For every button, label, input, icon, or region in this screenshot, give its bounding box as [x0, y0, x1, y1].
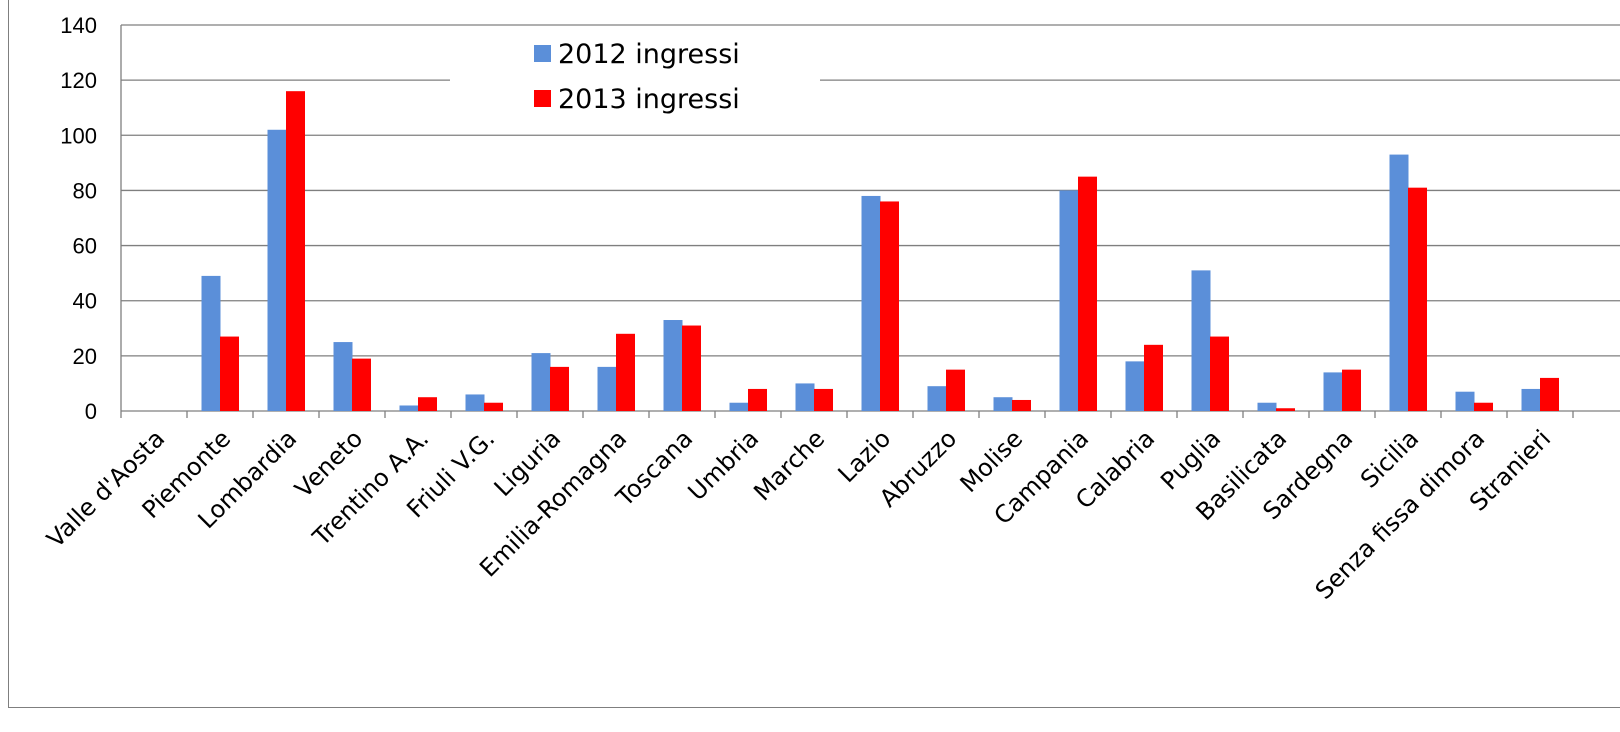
bar-2012 — [993, 397, 1013, 411]
bar-2013 — [418, 397, 437, 411]
y-tick-label: 80 — [73, 178, 97, 203]
x-category-label: Trentino A.A. — [307, 424, 435, 552]
legend-swatch — [534, 45, 551, 62]
bar-2012 — [267, 129, 287, 411]
bar-2013 — [550, 366, 569, 411]
bar-2013 — [1078, 176, 1097, 411]
bar-2013 — [484, 402, 503, 411]
bar-2012 — [729, 402, 749, 411]
bar-2013 — [616, 333, 635, 411]
bar-2013 — [682, 325, 701, 411]
y-tick-label: 140 — [60, 13, 97, 38]
bar-2012 — [861, 195, 881, 411]
bar-2012 — [1257, 402, 1277, 411]
y-tick-label: 40 — [73, 289, 97, 314]
legend: 2012 ingressi 2013 ingressi — [534, 39, 740, 115]
bar-2012 — [597, 366, 617, 411]
bar-2012 — [465, 394, 485, 411]
bar-2013 — [814, 388, 833, 411]
bar-2012 — [927, 386, 947, 411]
x-category-label: Marche — [748, 424, 830, 506]
bar-2013 — [1276, 408, 1295, 411]
legend-label: 2013 ingressi — [558, 84, 740, 115]
bar-2012 — [663, 320, 683, 411]
x-category-label: Umbria — [683, 424, 765, 506]
bar-2012 — [795, 383, 815, 411]
chart-frame — [8, 0, 1620, 708]
bar-2013 — [1144, 344, 1163, 411]
bar-2013 — [352, 358, 371, 411]
bar-2012 — [399, 405, 419, 411]
bar-2013 — [946, 369, 965, 411]
y-tick-label: 0 — [85, 399, 97, 424]
x-axis-labels: Valle d'AostaPiemonteLombardiaVenetoTren… — [41, 424, 1556, 604]
bar-2012 — [1323, 372, 1343, 411]
bar-2012 — [1455, 391, 1475, 411]
x-category-label: Lazio — [833, 424, 897, 488]
bar-2012 — [333, 342, 353, 411]
bar-2013 — [1408, 187, 1427, 411]
bar-2013 — [220, 336, 239, 411]
y-tick-label: 120 — [60, 68, 97, 93]
bar-2012 — [1389, 154, 1409, 412]
bar-2012 — [1521, 388, 1541, 411]
legend-swatch — [534, 90, 551, 107]
bar-2013 — [1540, 377, 1559, 411]
bar-2012 — [531, 353, 551, 411]
bar-2012 — [1059, 190, 1079, 411]
bar-2012 — [1125, 361, 1145, 411]
bars — [201, 91, 1559, 412]
bar-2012 — [201, 275, 221, 411]
y-tick-label: 100 — [60, 123, 97, 148]
y-tick-label: 20 — [73, 344, 97, 369]
bar-2013 — [286, 91, 305, 412]
bar-2013 — [748, 388, 767, 411]
y-axis-ticks: 0 20 40 60 80 100 120 140 — [60, 13, 97, 424]
y-tick-label: 60 — [73, 234, 97, 259]
bar-2013 — [1210, 336, 1229, 411]
bar-2012 — [1191, 270, 1211, 411]
legend-label: 2012 ingressi — [558, 39, 740, 70]
bar-2013 — [880, 201, 899, 411]
bar-2013 — [1342, 369, 1361, 411]
bar-2013 — [1012, 399, 1031, 411]
bar-2013 — [1474, 402, 1493, 411]
